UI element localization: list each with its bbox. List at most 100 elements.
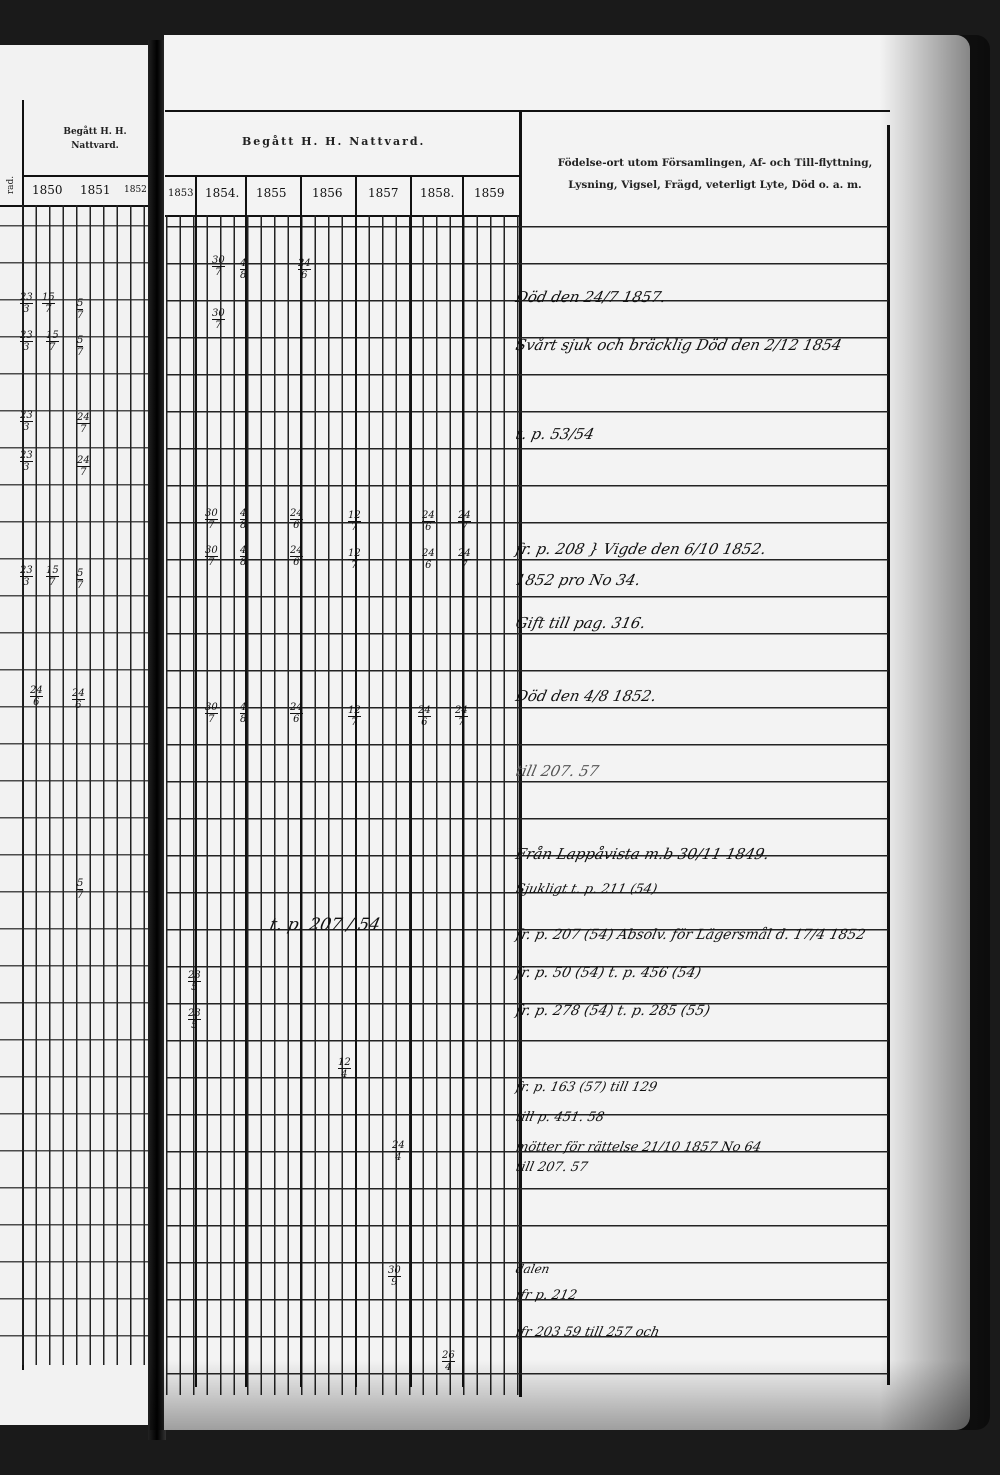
note: Från Lappåvista m.b 30/11 1849. [514, 845, 771, 863]
remarks-header-line1: Födelse-ort utom Församlingen, Af- och T… [557, 157, 873, 169]
mark-part: 5 [77, 298, 84, 310]
mark-part: 7 [208, 714, 215, 725]
mark-part: 24 [290, 545, 303, 557]
mark-part: 24 [290, 508, 303, 520]
mark-part: 24 [392, 1140, 405, 1152]
mark-part: 6 [421, 717, 428, 728]
left-attendance-mark: 23 3 [20, 330, 33, 353]
attendance-mark: 24 6 [418, 705, 431, 728]
mark-part: 23 [188, 1008, 201, 1020]
mark-part: 7 [208, 557, 215, 568]
left-year-1850: 1850 [32, 183, 63, 197]
mark-part: 24 [458, 548, 471, 560]
mark-part: 7 [351, 522, 358, 533]
mark-part: 4 [240, 508, 247, 520]
mark-part: 6 [75, 700, 82, 711]
mark-part: 3 [23, 422, 30, 433]
note: till 207. 57 [514, 1160, 590, 1175]
attendance-mark: 24 6 [298, 258, 311, 281]
top-rule [165, 110, 890, 112]
left-attendance-mark: 15 7 [46, 565, 59, 588]
mark-part: 24 [30, 685, 43, 697]
mark-part: 3 [23, 577, 30, 588]
attendance-mark: 24 4 [392, 1140, 405, 1163]
mark-part: 30 [205, 508, 218, 520]
attendance-mark: 23 5 [188, 1008, 201, 1031]
note: fr. p. 208 } Vigde den 6/10 1852. [514, 540, 768, 558]
attendance-mark: 12 7 [348, 510, 361, 533]
mark-part: 7 [351, 560, 358, 571]
mark-part: 24 [298, 258, 311, 270]
attendance-mark: 24 7 [458, 510, 471, 533]
mark-part: 3 [23, 342, 30, 353]
attendance-mark: 30 7 [212, 255, 225, 278]
mark-part: 8 [240, 714, 247, 725]
mark-part: 12 [348, 548, 361, 560]
year-1857: 1857 [368, 186, 399, 200]
left-attendance-mark: 23 3 [20, 565, 33, 588]
remarks-header: Födelse-ort utom Församlingen, Af- och T… [540, 152, 890, 196]
mark-part: 7 [49, 577, 56, 588]
left-attendance-mark: 23 3 [20, 410, 33, 433]
mark-part: 23 [20, 410, 33, 422]
mark-part: 4 [341, 1069, 348, 1080]
note: mötter för rättelse 21/10 1857 No 64 [514, 1140, 763, 1155]
note: t. p. 53/54 [514, 425, 596, 443]
attendance-mark: 23 5 [188, 970, 201, 993]
attendance-mark: 12 7 [348, 705, 361, 728]
mark-part: 30 [205, 545, 218, 557]
note: till p. 451. 58 [514, 1110, 606, 1125]
mark-part: 4 [395, 1152, 402, 1163]
mark-part: 23 [20, 330, 33, 342]
mark-part: 7 [215, 320, 222, 331]
mark-part: 15 [46, 565, 59, 577]
attendance-mark: 30 9 [388, 1265, 401, 1288]
attendance-mark: 24 7 [455, 705, 468, 728]
mark-part: 15 [42, 292, 55, 304]
col-divider [410, 177, 412, 1387]
mark-part: 24 [422, 548, 435, 560]
left-attendance-mark: 24 7 [77, 412, 90, 435]
mark-part: 9 [391, 1277, 398, 1288]
note: fr. p. 207 (54) Absolv. för Lägersmål d.… [514, 927, 867, 943]
left-header-rule [22, 175, 150, 177]
mark-part: 8 [240, 270, 247, 281]
mark-part: 7 [49, 342, 56, 353]
left-attendance-mark: 15 7 [42, 292, 55, 315]
left-year-1852: 1852 [124, 185, 147, 195]
note: ifr p. 212 [514, 1288, 579, 1303]
mark-part: 5 [77, 878, 84, 890]
attendance-mark: 264 [442, 1350, 455, 1373]
attendance-mark: 24 6 [290, 702, 303, 725]
left-attendance-mark: 24 6 [72, 688, 85, 711]
mark-part: 24 [72, 688, 85, 700]
left-attendance-mark: 23 3 [20, 450, 33, 473]
mark-part: 6 [301, 270, 308, 281]
grid-note: t. p. 207 / 54 [267, 915, 383, 935]
mark-part: 24 [77, 412, 90, 424]
attendance-mark: 24 7 [458, 548, 471, 571]
mark-part: 5 [77, 568, 84, 580]
mark-part: 7 [80, 467, 87, 478]
attendance-mark: 30 7 [205, 702, 218, 725]
mark-part: 6 [293, 714, 300, 725]
col-divider [195, 177, 197, 1387]
mark-part: 7 [77, 310, 84, 321]
book-gutter [148, 40, 166, 1440]
mark-part: 12 [348, 705, 361, 717]
right-page-header: Begått H. H. Nattvard. [242, 135, 426, 148]
mark-part: 7 [77, 347, 84, 358]
mark-part: 5 [191, 1020, 198, 1031]
mark-part: 6 [293, 520, 300, 531]
year-1854: 1854. [205, 186, 240, 200]
mark-part: 23 [188, 970, 201, 982]
mark-part: 8 [240, 557, 247, 568]
year-1856: 1856 [312, 186, 343, 200]
mark-part: 4 [240, 258, 247, 270]
left-attendance-mark: 23 3 [20, 292, 33, 315]
mark-part: 15 [46, 330, 59, 342]
attendance-mark: 24 6 [290, 508, 303, 531]
